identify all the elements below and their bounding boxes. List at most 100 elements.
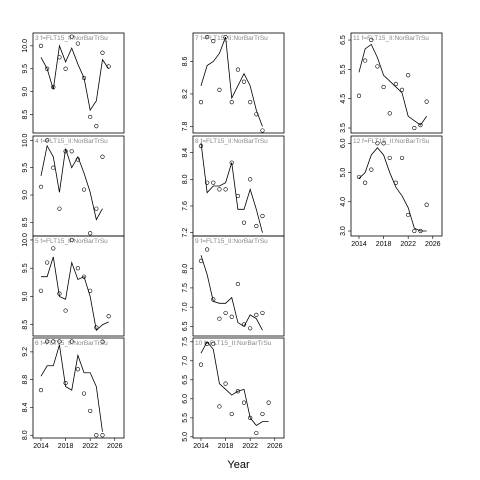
data-point bbox=[424, 202, 429, 207]
data-point bbox=[69, 237, 74, 243]
data-point bbox=[69, 339, 74, 344]
panel-frame bbox=[192, 337, 285, 439]
y-tick-label: 9.0 bbox=[22, 87, 29, 97]
x-tick-label: 2026 bbox=[267, 443, 283, 450]
data-point bbox=[69, 34, 74, 39]
data-point bbox=[375, 64, 380, 69]
data-point bbox=[254, 223, 259, 229]
data-point bbox=[38, 387, 44, 393]
data-point bbox=[406, 73, 411, 78]
data-point bbox=[205, 180, 210, 185]
y-tick-label: 9.0 bbox=[22, 190, 29, 200]
data-point bbox=[51, 246, 56, 251]
panel-frame bbox=[32, 235, 125, 337]
data-point bbox=[217, 87, 222, 93]
y-tick-label: 9.5 bbox=[22, 163, 29, 173]
y-tick-label: 8.0 bbox=[182, 264, 189, 274]
y-tick-label: 5.5 bbox=[340, 64, 347, 74]
y-tick-label: 8.4 bbox=[22, 402, 29, 412]
fitted-line bbox=[358, 147, 427, 232]
y-tick-label: 5.5 bbox=[182, 413, 189, 423]
data-point bbox=[57, 206, 62, 211]
data-point bbox=[75, 41, 80, 46]
data-point bbox=[266, 400, 271, 405]
data-point bbox=[198, 100, 204, 105]
x-tick-label: 2014 bbox=[33, 443, 49, 450]
data-point bbox=[100, 50, 105, 55]
data-point bbox=[57, 339, 62, 344]
data-point bbox=[38, 184, 44, 189]
data-point bbox=[399, 155, 405, 161]
panel-title: 11 f=FLT15_II:NorBarTrSu bbox=[353, 35, 429, 42]
x-tick-label: 2022 bbox=[82, 443, 98, 450]
x-tick-label: 2026 bbox=[107, 443, 123, 450]
data-point bbox=[260, 128, 265, 133]
y-tick-label: 6.5 bbox=[340, 35, 347, 45]
y-tick-label: 8.5 bbox=[22, 217, 29, 227]
panel: 4 f=FLT15_II:NorBarTrSu 8.5 9.0 9.5 10.0 bbox=[22, 133, 125, 237]
y-tick-label: 8.4 bbox=[182, 148, 189, 158]
data-point bbox=[81, 187, 87, 192]
data-point bbox=[223, 381, 228, 386]
x-tick-label: 2014 bbox=[193, 443, 209, 450]
panel-title: 7 f=FLT15_II:NorBarTrSu bbox=[195, 35, 268, 42]
data-point bbox=[45, 66, 50, 71]
data-point bbox=[406, 212, 411, 218]
panel-title: 9 f=FLT15_II:NorBarTrSu bbox=[195, 238, 268, 245]
data-point bbox=[369, 167, 374, 172]
data-point bbox=[393, 81, 398, 87]
panel-frame bbox=[192, 235, 285, 337]
panel: 7 f=FLT15_II:NorBarTrSu 7.8 8.2 8.6 bbox=[182, 32, 285, 134]
data-point bbox=[205, 34, 210, 40]
data-point bbox=[254, 312, 259, 317]
data-point bbox=[217, 404, 222, 409]
fitted-line bbox=[40, 344, 103, 432]
data-point bbox=[45, 138, 50, 143]
y-tick-label: 8.0 bbox=[22, 430, 29, 440]
y-tick-label: 8.8 bbox=[22, 375, 29, 385]
y-tick-label: 8.2 bbox=[182, 89, 189, 99]
x-tick-label: 2018 bbox=[218, 443, 234, 450]
y-tick-label: 7.0 bbox=[182, 302, 189, 312]
data-point bbox=[260, 310, 265, 316]
y-tick-label: 8.0 bbox=[182, 174, 189, 184]
data-point bbox=[106, 314, 111, 319]
fitted-line bbox=[40, 256, 109, 332]
y-tick-label: 6.5 bbox=[182, 321, 189, 331]
fitted-line bbox=[200, 142, 263, 233]
y-tick-label: 10.0 bbox=[22, 133, 29, 147]
data-point bbox=[205, 247, 210, 252]
data-point bbox=[260, 411, 265, 417]
y-tick-label: 9.5 bbox=[22, 263, 29, 273]
data-point bbox=[235, 389, 240, 394]
y-tick-label: 5.0 bbox=[182, 432, 189, 442]
data-point bbox=[229, 314, 234, 319]
fitted-line bbox=[40, 44, 109, 112]
data-point bbox=[369, 37, 374, 43]
data-point bbox=[241, 220, 247, 225]
data-point bbox=[363, 58, 368, 63]
data-point bbox=[217, 187, 222, 192]
y-tick-label: 6.0 bbox=[340, 138, 347, 148]
data-point bbox=[356, 93, 362, 98]
panel-frame bbox=[32, 135, 125, 237]
fitted-line bbox=[200, 341, 269, 426]
data-point bbox=[81, 274, 87, 279]
fitted-line bbox=[40, 144, 103, 221]
data-point bbox=[412, 228, 417, 234]
panel: 8 f=FLT15_II:NorBarTrSu 7.2 7.6 8.0 8.4 bbox=[182, 135, 285, 238]
data-point bbox=[100, 154, 105, 159]
data-point bbox=[248, 177, 253, 182]
data-point bbox=[399, 87, 405, 92]
data-point bbox=[94, 124, 99, 129]
data-point bbox=[211, 180, 216, 185]
y-tick-label: 8.5 bbox=[22, 110, 29, 120]
y-tick-label: 3.5 bbox=[340, 123, 347, 133]
panel-frame bbox=[32, 32, 125, 134]
y-tick-label: 4.0 bbox=[340, 197, 347, 207]
data-point bbox=[88, 231, 93, 236]
panel: 9 f=FLT15_II:NorBarTrSu 6.5 7.0 7.5 8.0 bbox=[182, 235, 285, 337]
